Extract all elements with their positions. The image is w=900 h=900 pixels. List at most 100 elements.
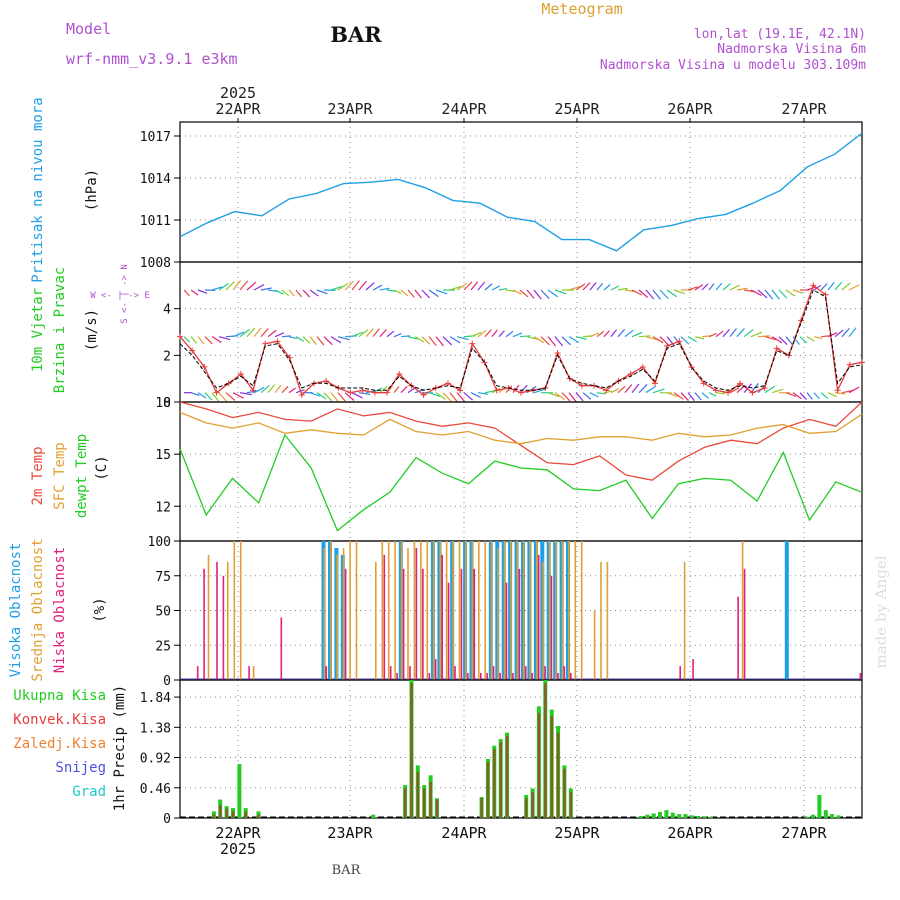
wind-barb	[645, 385, 657, 394]
wind-barb	[428, 289, 439, 298]
wind-speed-point	[688, 364, 695, 370]
model-name: wrf-nmm_v3.9.1 e3km	[66, 50, 238, 68]
cloud-mid-bar	[471, 541, 474, 680]
cloud-low-bar	[518, 568, 521, 680]
wind-barb	[596, 330, 605, 338]
cloud-mid-bar	[600, 561, 602, 680]
precip-total-bar	[811, 814, 815, 818]
wind-barb	[470, 331, 482, 338]
wind-barb	[218, 283, 229, 291]
precip-conv-bar	[544, 683, 547, 818]
wind-barb	[442, 336, 453, 346]
legend-snow: Snijeg	[55, 760, 106, 776]
svg-text:Pritisak na nivou mora: Pritisak na nivou mora	[30, 97, 46, 282]
wind-barb	[610, 329, 618, 338]
top-date-label: 23APR	[327, 100, 373, 118]
cloud-low-bar	[480, 673, 482, 680]
wind-barb	[540, 336, 550, 346]
wind-barb	[652, 336, 664, 344]
wind-barb	[575, 392, 584, 402]
cloud-mid-bar	[523, 541, 525, 680]
wind-barb	[666, 289, 677, 298]
wind-barb	[806, 286, 816, 291]
wind-barb	[610, 387, 620, 394]
wind-barb	[778, 289, 788, 299]
wind-barb	[449, 336, 461, 344]
wind-barb	[484, 283, 493, 291]
wind-barb	[414, 289, 422, 299]
wind-speed-point	[493, 387, 500, 394]
wind-barb	[260, 384, 270, 394]
wind-barb	[288, 289, 295, 297]
legend-total: Ukupna Kisa	[13, 688, 106, 704]
wind-barb	[253, 284, 265, 291]
top-date-labels: 22APR 23APR 24APR 25APR 26APR 27APR	[215, 100, 828, 122]
wind-barb	[834, 329, 844, 338]
wind-speed-point	[420, 392, 427, 398]
wind-barb	[309, 289, 319, 297]
wind-barb	[582, 282, 591, 291]
wind-barb	[792, 289, 803, 294]
precip-conv-bar	[435, 799, 439, 818]
y-tick-label: 75	[155, 570, 171, 585]
wind-barb	[379, 385, 388, 394]
wind-barb	[274, 384, 282, 394]
wind-barb	[785, 392, 797, 397]
wind-barb	[197, 336, 205, 345]
cloud-low-bar	[216, 561, 218, 680]
wind-barb	[393, 332, 402, 338]
precip-total-bar	[823, 810, 828, 818]
cloud-mid-bar	[349, 541, 351, 680]
wind-barb	[771, 388, 784, 394]
y-tick-label: 0.92	[140, 752, 171, 767]
wind-barb	[603, 330, 610, 338]
wind-barb	[568, 285, 581, 291]
y-tick-label: 0	[163, 812, 171, 827]
wind-barb	[232, 392, 244, 399]
cloud-low-bar	[428, 673, 431, 680]
cloud-low-bar	[499, 673, 501, 680]
wind-barb	[491, 329, 498, 338]
wind-barb	[596, 282, 604, 291]
wind-barb	[673, 392, 684, 400]
wind-barb	[316, 336, 325, 346]
wind-barb	[834, 281, 843, 291]
wind-barb	[281, 335, 291, 338]
wind-barb	[596, 392, 606, 395]
wind-barb	[491, 285, 501, 291]
wind-barb	[694, 336, 705, 340]
wind-barb	[232, 331, 245, 338]
cloud-mid-bar	[535, 541, 538, 680]
precip-total-bar	[664, 810, 669, 818]
cloud-mid-bar	[439, 541, 441, 680]
wind-barb	[295, 289, 302, 298]
wind-barb	[526, 336, 538, 340]
wind-barb	[309, 336, 318, 346]
precip-total-bar	[677, 814, 682, 818]
wind-barb	[666, 392, 679, 398]
wind-barb	[533, 388, 546, 394]
y-tick-label: 2	[163, 349, 171, 364]
wind-barb	[687, 392, 695, 402]
wind-barb	[246, 281, 257, 291]
wind-barb	[519, 289, 529, 298]
wind-barb	[267, 329, 277, 338]
precip-total-bar	[836, 815, 841, 818]
precip-total-bar	[670, 812, 675, 818]
top-date-label: 25APR	[554, 100, 600, 118]
wind-barb	[848, 386, 860, 394]
wind-speed-point	[298, 392, 305, 398]
wind-barb	[197, 289, 208, 294]
wind-barb	[183, 289, 190, 297]
cloud-low-bar	[563, 666, 566, 680]
wind-barb	[470, 392, 482, 399]
precip-conv-bar	[569, 791, 573, 818]
wind-barb	[806, 392, 813, 400]
wind-barb	[848, 284, 860, 291]
precip-conv-bar	[410, 683, 413, 818]
precip-total-bar	[709, 816, 713, 818]
svg-text:(m/s): (m/s)	[84, 309, 100, 351]
precip-conv-bar	[531, 791, 534, 818]
wind-barb	[393, 385, 400, 394]
wind-barb	[190, 392, 200, 397]
